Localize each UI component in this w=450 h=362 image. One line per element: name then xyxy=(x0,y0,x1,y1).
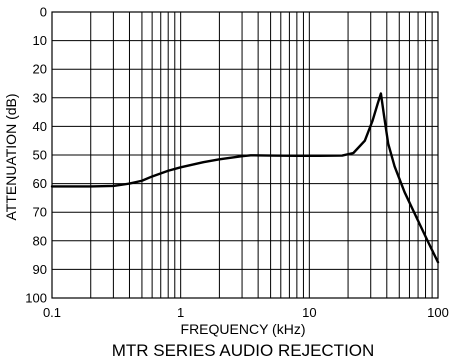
y-tick-label: 10 xyxy=(33,33,47,48)
chart-title: MTR SERIES AUDIO REJECTION xyxy=(112,341,375,360)
y-tick-labels: 0 10 20 30 40 50 60 70 80 90 100 xyxy=(25,5,47,306)
x-tick-label: 0.1 xyxy=(43,305,61,320)
x-tick-label: 1 xyxy=(177,305,184,320)
y-tick-label: 90 xyxy=(33,262,47,277)
series-line xyxy=(50,92,440,264)
y-tick-label: 30 xyxy=(33,90,47,105)
y-tick-label: 0 xyxy=(40,5,47,20)
y-axis-label: ATTENUATION (dB) xyxy=(3,93,19,220)
plot-frame xyxy=(51,11,439,299)
y-tick-label: 70 xyxy=(33,205,47,220)
y-tick-label: 80 xyxy=(33,233,47,248)
y-tick-label: 20 xyxy=(33,62,47,77)
y-tick-label: 100 xyxy=(25,291,47,306)
y-tick-label: 60 xyxy=(33,176,47,191)
x-axis-label: FREQUENCY (kHz) xyxy=(181,321,306,337)
x-tick-label: 100 xyxy=(427,305,449,320)
x-tick-labels: 0.1 1 10 100 xyxy=(43,305,449,320)
y-tick-label: 40 xyxy=(33,119,47,134)
x-tick-label: 10 xyxy=(302,305,316,320)
y-tick-label: 50 xyxy=(33,148,47,163)
